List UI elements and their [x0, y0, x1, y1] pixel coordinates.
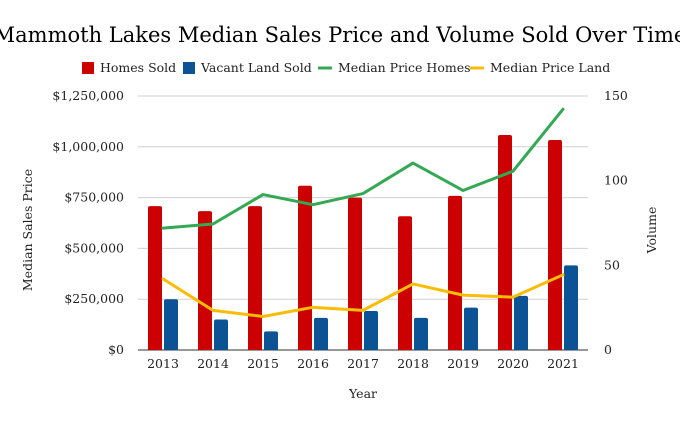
y-tick-label: $1,000,000: [52, 139, 124, 154]
legend-label-median-price-land: Median Price Land: [490, 60, 610, 75]
x-tick-label: 2021: [547, 356, 579, 371]
y2-tick-label: 0: [604, 342, 612, 357]
y-tick-label: $0: [108, 342, 124, 357]
bar-homes-sold-2015: [248, 206, 262, 350]
legend-label-homes-sold: Homes Sold: [100, 60, 176, 75]
x-tick-label: 2019: [447, 356, 479, 371]
gridlines: [138, 95, 588, 351]
x-tick-label: 2017: [347, 356, 379, 371]
bar-homes-sold-2013: [148, 206, 162, 350]
bar-homes-sold-2018: [398, 216, 412, 350]
legend-label-vacant-land-sold: Vacant Land Sold: [200, 60, 312, 75]
bar-homes-sold-2019: [448, 195, 462, 350]
y2-axis-ticks: 0 50 100 150: [604, 88, 628, 357]
legend-swatch-vacant-land-sold: [183, 62, 195, 74]
lines: [161, 107, 565, 318]
x-tick-label: 2020: [497, 356, 529, 371]
y-tick-label: $750,000: [64, 190, 124, 205]
x-tick-label: 2013: [147, 356, 179, 371]
bar-vacant-land-sold-2015: [264, 331, 278, 350]
y2-tick-label: 100: [604, 173, 628, 188]
bar-vacant-land-sold-2014: [214, 319, 228, 350]
bar-homes-sold-2021: [548, 140, 562, 350]
bars: [148, 134, 578, 350]
y2-tick-label: 50: [604, 257, 620, 272]
y-tick-label: $500,000: [64, 240, 124, 255]
bar-homes-sold-2016: [298, 185, 312, 350]
y-axis-title: Median Sales Price: [20, 169, 35, 291]
y-tick-label: $250,000: [64, 291, 124, 306]
y2-tick-label: 150: [604, 88, 628, 103]
bar-vacant-land-sold-2016: [314, 317, 328, 350]
y-tick-label: $1,250,000: [52, 88, 124, 103]
x-tick-label: 2015: [247, 356, 279, 371]
legend-swatch-homes-sold: [82, 62, 94, 74]
x-axis-ticks: 2013 2014 2015 2016 2017 2018 2019 2020 2021: [147, 356, 579, 371]
x-tick-label: 2016: [297, 356, 329, 371]
bar-vacant-land-sold-2019: [464, 307, 478, 350]
bar-vacant-land-sold-2021: [564, 265, 578, 350]
bar-homes-sold-2014: [198, 211, 212, 350]
bar-vacant-land-sold-2020: [514, 295, 528, 350]
legend-label-median-price-homes: Median Price Homes: [338, 60, 471, 75]
x-tick-label: 2018: [397, 356, 429, 371]
legend: Homes Sold Vacant Land Sold Median Price…: [82, 60, 610, 75]
x-axis-title: Year: [348, 386, 377, 401]
bar-homes-sold-2017: [348, 197, 362, 350]
y2-axis-title: Volume: [644, 207, 659, 255]
bar-homes-sold-2020: [498, 134, 512, 350]
y-axis-ticks: $0 $250,000 $500,000 $750,000 $1,000,000 $1,2…: [52, 88, 124, 357]
bar-vacant-land-sold-2013: [164, 299, 178, 350]
bar-vacant-land-sold-2017: [364, 311, 378, 350]
chart-title: Mammoth Lakes Median Sales Price and Vol…: [0, 23, 680, 47]
bar-vacant-land-sold-2018: [414, 317, 428, 350]
x-tick-label: 2014: [197, 356, 229, 371]
